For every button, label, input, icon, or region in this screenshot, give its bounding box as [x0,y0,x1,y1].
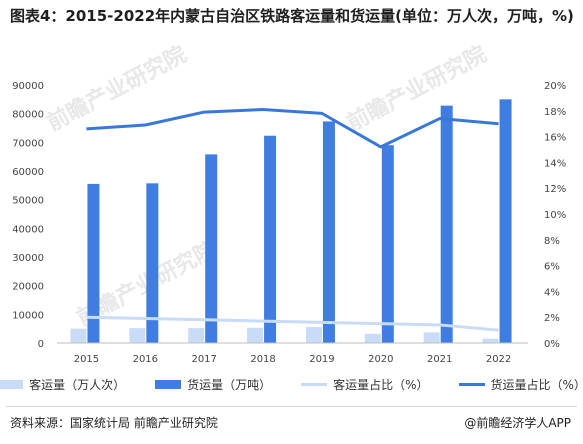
x-tick-2021: 2021 [427,354,452,365]
y-left-tick-50000: 50000 [12,196,44,207]
y-right-tick-6: 12% [544,184,566,195]
bar-passenger-volume-2015 [70,328,87,343]
x-tick-2017: 2017 [191,354,216,365]
bar-passenger-volume-2017 [188,328,205,343]
legend-item-freight-share: 货运量占比（%） [458,374,583,394]
legend-swatch-freight-volume [155,379,182,389]
legend-label-passenger-volume: 客运量（万人次） [29,377,126,392]
legend-swatch-freight-share [458,382,485,386]
y-right-tick-5: 10% [544,210,566,221]
y-right-tick-8: 16% [544,133,566,144]
legend-item-passenger-share: 客运量占比（%） [301,374,429,394]
legend-swatch-passenger-volume [0,379,24,389]
bar-freight-volume-2015 [87,183,100,343]
line-passenger-share [86,315,499,332]
y-left-tick-30000: 30000 [12,253,44,264]
x-tick-2020: 2020 [368,354,393,365]
x-tick-2019: 2019 [309,354,334,365]
bar-freight-volume-2018 [264,135,277,343]
y-left-tick-80000: 80000 [12,110,44,121]
bar-freight-volume-2022 [499,99,512,343]
legend-swatch-passenger-share [301,382,328,386]
source-note: 资料来源：国家统计局 前瞻产业研究院 [10,416,218,430]
y-right-tick-4: 8% [544,236,560,247]
bars-layer [70,99,512,343]
y-right-tick-10: 20% [544,81,566,92]
x-tick-2022: 2022 [486,354,511,365]
bar-freight-volume-2019 [322,121,335,343]
bar-freight-volume-2017 [205,154,218,343]
chart-title: 图表4：2015-2022年内蒙古自治区铁路客运量和货运量(单位：万人次，万吨，… [10,7,574,25]
y-left-tick-90000: 90000 [12,81,44,92]
brand-credit: @前瞻经济学人APP [464,416,571,430]
legend: 客运量（万人次） 货运量（万吨） 客运量占比（%） 货运量占比（%） [0,374,583,394]
bar-freight-volume-2016 [146,183,159,343]
footer-divider [6,406,577,407]
legend-label-passenger-share: 客运量占比（%） [333,377,429,392]
y-left-tick-70000: 70000 [12,138,44,149]
y-left-tick-60000: 60000 [12,167,44,178]
lines-layer [86,108,499,332]
y-right-tick-3: 6% [544,262,560,273]
axes-layer: 0 10000 20000 30000 40000 50000 60000 70000 8000… [12,81,566,365]
y-right-tick-9: 18% [544,107,566,118]
legend-item-freight-volume: 货运量（万吨） [155,374,271,394]
y-right-tick-1: 2% [544,313,560,324]
bar-passenger-volume-2020 [364,333,381,343]
legend-label-freight-volume: 货运量（万吨） [187,377,272,392]
y-right-tick-7: 14% [544,158,566,169]
bar-passenger-volume-2016 [129,328,146,343]
y-right-tick-2: 4% [544,287,560,298]
bar-passenger-volume-2021 [423,332,440,343]
y-left-tick-10000: 10000 [12,310,44,321]
bar-passenger-volume-2022 [482,338,499,343]
y-left-tick-0: 0 [38,339,44,350]
x-tick-2016: 2016 [133,354,158,365]
bar-passenger-volume-2019 [305,326,322,343]
legend-item-passenger-volume: 客运量（万人次） [0,374,125,394]
legend-label-freight-share: 货运量占比（%） [490,377,583,392]
y-left-tick-40000: 40000 [12,224,44,235]
x-tick-2018: 2018 [250,354,275,365]
bar-freight-volume-2020 [381,145,394,343]
bar-freight-volume-2021 [440,105,453,343]
x-tick-2015: 2015 [74,354,99,365]
watermark-text-0: 前瞻产业研究院 [43,41,191,136]
bar-passenger-volume-2018 [247,327,264,343]
line-freight-share [86,108,499,149]
y-right-tick-0: 0% [544,339,560,350]
y-left-tick-20000: 20000 [12,282,44,293]
